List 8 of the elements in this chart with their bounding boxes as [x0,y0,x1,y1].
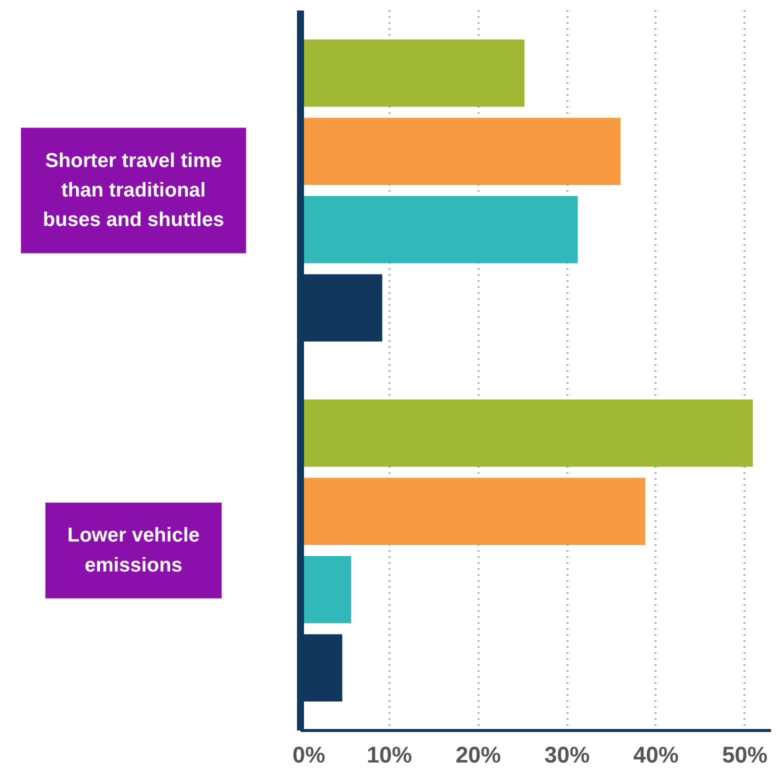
x-tick-label: 20% [456,742,501,768]
x-tick-label: 50% [722,742,768,768]
x-tick-label: 30% [544,742,590,768]
y-tick-label: Shorter travel time than traditional buses and shuttles [42,150,224,232]
y-tick-label: Lower vehicle emissions [67,524,200,576]
x-tick-label: 40% [633,742,679,768]
x-tick-label: 0% [292,742,326,768]
x-tick-label: 10% [366,742,412,768]
